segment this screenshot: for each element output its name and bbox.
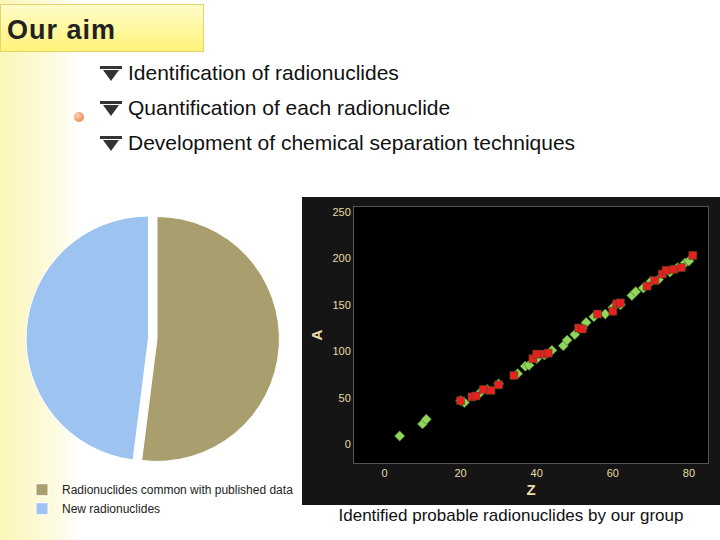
html-text:Identification of radionuclide: Identification of radionuclides: [128, 61, 399, 84]
html-text:Development of chemical separa: Development of chemical separation techn…: [128, 131, 576, 154]
svg-text:100: 100: [332, 345, 350, 357]
svg-text:250: 250: [332, 206, 350, 218]
html-text:Quantification of each radionu: Quantification of each radionuclide: [128, 96, 451, 119]
svg-text:150: 150: [332, 299, 350, 311]
svg-text:New radionuclides: New radionuclides: [62, 502, 160, 516]
svg-text:Z: Z: [526, 481, 535, 498]
svg-text:20: 20: [454, 467, 466, 479]
svg-text:60: 60: [607, 467, 619, 479]
html-text:Identified probable radionucli: Identified probable radionuclides by our…: [338, 506, 684, 525]
svg-text:0: 0: [381, 467, 387, 479]
svg-text:200: 200: [332, 252, 350, 264]
svg-text:A: A: [308, 329, 325, 340]
html-text:Our aim: Our aim: [7, 15, 116, 45]
svg-text:80: 80: [683, 467, 695, 479]
svg-text:Radionuclides common with publ: Radionuclides common with published data: [62, 483, 293, 497]
svg-text:0: 0: [345, 438, 351, 450]
svg-text:50: 50: [339, 392, 351, 404]
svg-text:40: 40: [531, 467, 543, 479]
